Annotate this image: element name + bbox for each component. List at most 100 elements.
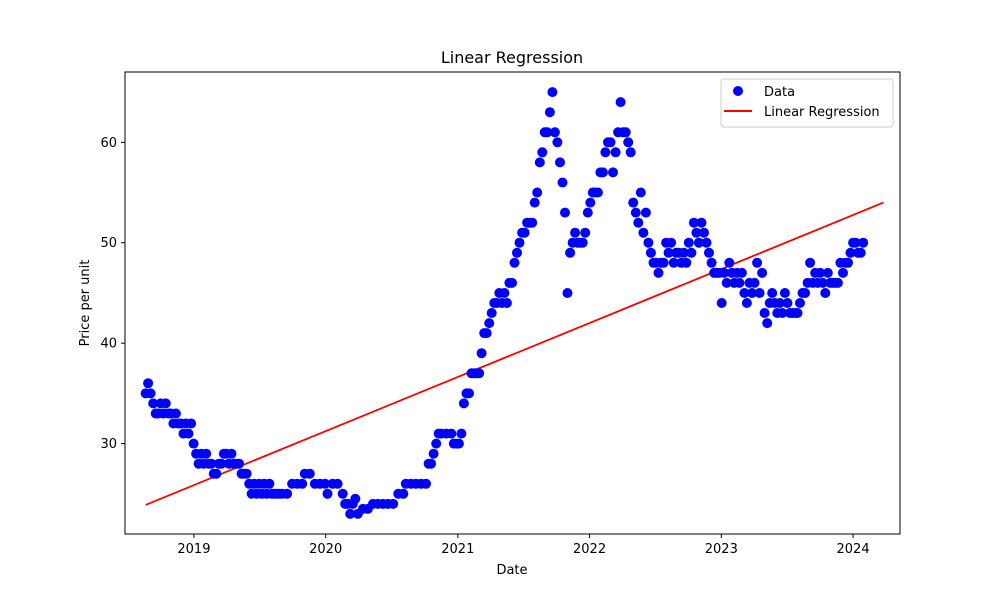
data-point [777, 308, 788, 318]
data-point [426, 458, 437, 469]
x-tick-label: 2021 [441, 542, 474, 557]
data-point [643, 237, 654, 248]
data-point [143, 378, 154, 389]
legend-marker-data [733, 86, 743, 96]
data-point [792, 308, 803, 318]
plot-area-frame [124, 71, 901, 535]
data-point [216, 458, 227, 469]
x-axis-label: Date [496, 563, 527, 578]
data-point [234, 458, 245, 469]
data-point [752, 257, 763, 268]
data-point [476, 348, 487, 359]
data-point [686, 247, 697, 258]
data-point [507, 277, 517, 288]
data-point [628, 197, 639, 208]
data-point [565, 247, 576, 258]
data-point [747, 288, 757, 298]
data-point [562, 288, 573, 298]
data-point [683, 237, 694, 248]
regression-line [145, 201, 884, 506]
data-point [734, 277, 745, 288]
chart-title: Linear Regression [441, 48, 583, 67]
data-point [630, 207, 641, 218]
data-point [608, 167, 618, 178]
x-tick-label: 2022 [573, 542, 606, 557]
data-point [446, 428, 457, 439]
data-point [226, 448, 237, 459]
data-point [610, 147, 621, 158]
x-tick-label: 2020 [309, 542, 342, 557]
data-point [350, 493, 361, 504]
data-point [529, 197, 540, 208]
data-point [431, 438, 442, 449]
data-point [843, 257, 853, 268]
data-point [805, 257, 816, 268]
data-point [188, 438, 199, 449]
regression-layer [145, 201, 884, 506]
data-point [183, 428, 194, 439]
data-point [678, 247, 689, 258]
data-point [534, 157, 545, 168]
data-point [691, 227, 702, 238]
data-point [592, 187, 603, 198]
data-point [186, 418, 197, 429]
data-point [688, 217, 699, 228]
data-point [388, 498, 399, 509]
legend: Data Linear Regression [720, 78, 894, 128]
data-point [582, 207, 593, 218]
data-point [754, 288, 765, 298]
data-point [577, 237, 588, 248]
data-point [597, 167, 608, 178]
y-tick-label: 40 [100, 337, 117, 352]
data-point [509, 257, 520, 268]
data-point [484, 318, 495, 329]
data-point [282, 488, 293, 499]
data-point [736, 267, 747, 278]
data-point [668, 257, 679, 268]
data-point [600, 147, 611, 158]
data-point [782, 298, 793, 308]
data-point [653, 267, 664, 278]
data-point [838, 267, 848, 278]
data-point [148, 398, 159, 409]
data-point [398, 488, 409, 499]
legend-label-data: Data [764, 85, 795, 100]
data-point [757, 267, 768, 278]
data-point [160, 398, 171, 409]
data-point [337, 488, 348, 499]
data-point [514, 237, 525, 248]
data-point [724, 257, 735, 268]
data-point [585, 197, 596, 208]
data-point [304, 468, 315, 479]
data-point [749, 277, 760, 288]
legend-label-regression: Linear Regression [764, 105, 880, 120]
data-point [741, 298, 752, 308]
data-point [605, 137, 616, 148]
data-point [345, 508, 356, 519]
data-point [474, 368, 485, 379]
data-point [663, 247, 674, 258]
data-point [499, 288, 510, 298]
data-point [211, 468, 222, 479]
data-point [693, 237, 704, 248]
data-point [822, 267, 833, 278]
x-tick-label: 2019 [177, 542, 210, 557]
data-point [557, 177, 568, 188]
data-point [264, 478, 275, 489]
y-axis-label: Price per unit [78, 260, 93, 347]
data-point [820, 288, 831, 298]
data-point [421, 478, 431, 489]
data-point [241, 468, 252, 479]
data-point [815, 267, 826, 278]
data-point [555, 157, 565, 168]
data-point [527, 217, 538, 228]
data-point [512, 247, 522, 258]
data-point [701, 237, 712, 248]
data-point [658, 257, 669, 268]
data-point [635, 187, 646, 198]
data-point [817, 277, 828, 288]
data-point [332, 478, 343, 489]
data-point [721, 277, 732, 288]
data-point [580, 227, 591, 238]
data-point [519, 227, 530, 238]
